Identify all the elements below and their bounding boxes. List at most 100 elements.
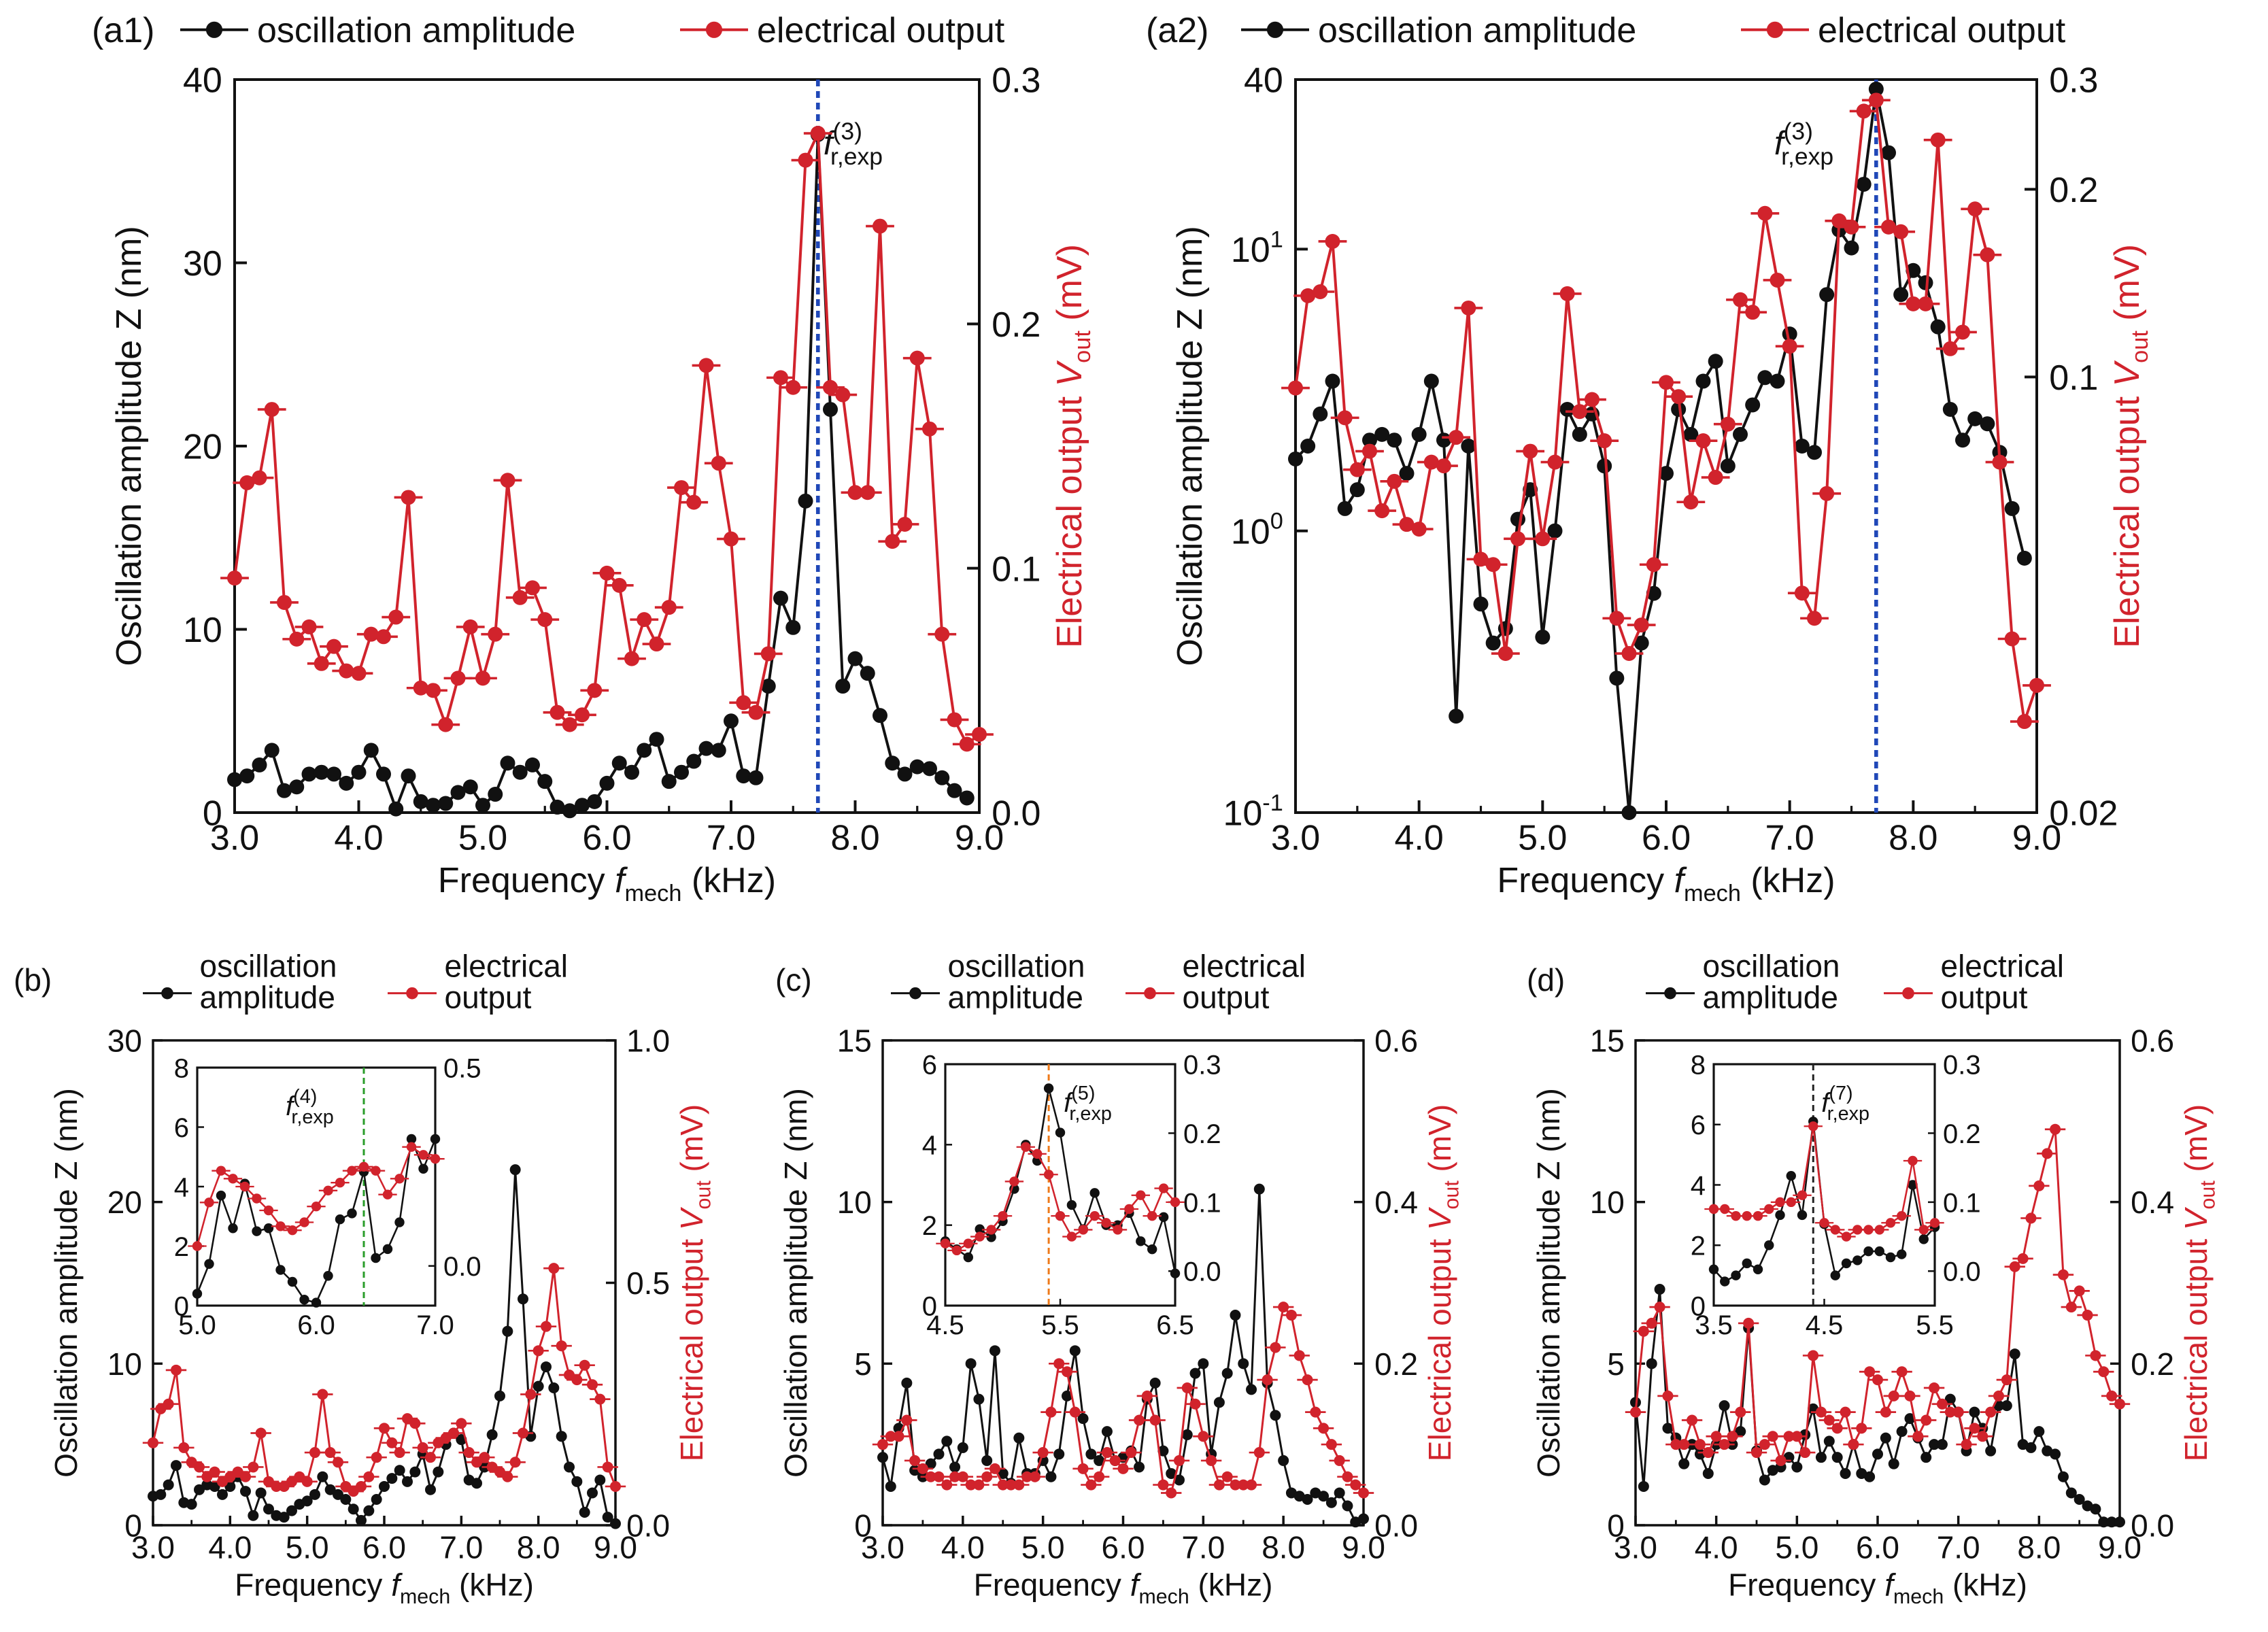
amplitude-point xyxy=(1166,1467,1177,1479)
inset-electrical-point xyxy=(311,1201,322,1212)
electrical-point xyxy=(1638,1325,1649,1337)
amplitude-point xyxy=(532,1380,544,1392)
electrical-point xyxy=(1985,1406,1997,1418)
inset-amplitude-point xyxy=(1918,1234,1929,1244)
amplitude-point xyxy=(599,775,615,791)
electrical-point xyxy=(562,717,577,732)
electrical-point xyxy=(637,612,652,628)
electrical-point xyxy=(1759,1439,1770,1450)
x-tick-label: 5.0 xyxy=(1775,1529,1818,1565)
amplitude-point xyxy=(1831,1452,1843,1463)
y-left-tick-label: 10-1 xyxy=(1223,790,1283,834)
amplitude-point xyxy=(1930,319,1946,335)
amplitude-point xyxy=(594,1474,606,1486)
amplitude-point xyxy=(1149,1377,1161,1389)
amplitude-point xyxy=(1694,1448,1706,1460)
amplitude-point xyxy=(255,1487,267,1499)
inset-amplitude-point xyxy=(299,1295,309,1305)
amplitude-point xyxy=(163,1479,174,1491)
amplitude-point xyxy=(2090,1503,2101,1515)
electrical-point xyxy=(1559,286,1575,301)
inset-electrical-point xyxy=(275,1221,286,1231)
electrical-point xyxy=(2017,1253,2029,1264)
electrical-point xyxy=(1350,1479,1361,1491)
electrical-point xyxy=(1094,1471,1105,1482)
panel-d: 3.0 4.0 5.0 6.0 7.0 8.0 9.0 0 5 10 15 0.0 0.2 0.4 0.6 F… xyxy=(1527,948,2220,1608)
inset-amplitude-point xyxy=(1720,1276,1730,1287)
electrical-point xyxy=(1904,1390,1916,1401)
inset-electrical-point xyxy=(1043,1170,1054,1180)
amplitude-legend-label: oscillation xyxy=(1703,948,1840,983)
inset-electrical-point xyxy=(1775,1197,1785,1208)
inset-amplitude-point xyxy=(406,1134,417,1144)
x-tick-label: 7.0 xyxy=(707,819,756,858)
y-right-tick-label: 0.0 xyxy=(2131,1508,2174,1544)
inset-y-left-tick-label: 4 xyxy=(174,1172,189,1202)
x-tick-label: 8.0 xyxy=(2017,1529,2061,1565)
inset-x-tick-label: 4.5 xyxy=(926,1310,964,1340)
x-tick-label: 8.0 xyxy=(830,819,879,858)
amplitude-point xyxy=(278,1512,290,1523)
electrical-point xyxy=(479,1452,490,1463)
electrical-point xyxy=(248,1461,259,1473)
electrical-point xyxy=(760,646,776,662)
amplitude-point xyxy=(426,798,441,813)
amplitude-point xyxy=(1337,500,1353,516)
inset-amplitude-point xyxy=(963,1252,974,1263)
inset-amplitude-point xyxy=(1731,1270,1741,1280)
inset-electrical-point xyxy=(1731,1210,1741,1221)
electrical-point xyxy=(1936,1398,1948,1410)
electrical-legend-label: electrical output xyxy=(1818,11,2066,50)
amplitude-point xyxy=(1819,287,1835,303)
amplitude-point xyxy=(724,713,739,729)
amplitude-point xyxy=(488,787,503,802)
y-right-tick-label: 0.5 xyxy=(626,1265,670,1301)
inset-y-left-tick-label: 6 xyxy=(174,1113,189,1143)
y-right-tick-label: 0.4 xyxy=(1374,1185,1418,1220)
electrical-point xyxy=(1288,380,1303,396)
electrical-point xyxy=(227,571,242,586)
y-left-tick-label: 100 xyxy=(1231,509,1283,552)
electrical-point xyxy=(1969,1423,1980,1434)
electrical-point xyxy=(1270,1342,1281,1353)
amplitude-point xyxy=(2033,1426,2045,1438)
electrical-point xyxy=(548,1263,560,1274)
inset-amplitude-point xyxy=(1708,1264,1719,1274)
amplitude-point xyxy=(624,764,639,780)
electrical-point xyxy=(1727,1431,1738,1442)
amplitude-point xyxy=(637,743,652,758)
amplitude-point xyxy=(1807,445,1822,460)
amplitude-point xyxy=(1720,458,1736,474)
y-right-tick-label: 0.0 xyxy=(1374,1508,1418,1544)
electrical-point xyxy=(674,480,689,496)
amplitude-point xyxy=(736,768,751,784)
x-tick-label: 7.0 xyxy=(1181,1529,1225,1565)
inset-electrical-point xyxy=(228,1174,238,1184)
electrical-point xyxy=(1497,646,1513,662)
electrical-point xyxy=(1278,1302,1289,1313)
electrical-point xyxy=(711,456,726,471)
amplitude-point xyxy=(649,732,664,747)
amplitude-point xyxy=(1411,426,1427,442)
amplitude-point xyxy=(1461,439,1476,454)
inset-amplitude-point xyxy=(275,1265,286,1275)
inset-amplitude-point xyxy=(1897,1249,1907,1259)
electrical-point xyxy=(1799,1447,1811,1459)
inset-electrical-point xyxy=(963,1238,974,1248)
electrical-legend-marker xyxy=(1144,987,1156,1000)
electrical-point xyxy=(1101,1447,1113,1459)
amplitude-point xyxy=(1967,411,1983,426)
y-right-tick-label: 0.0 xyxy=(992,794,1040,834)
electrical-point xyxy=(289,631,305,647)
inset-b: 5.0 6.0 7.0 0 2 4 6 8 0.0 0.5 f(4) r,exp xyxy=(174,1053,481,1340)
amplitude-point xyxy=(475,798,490,813)
inset-electrical-point xyxy=(940,1238,951,1248)
y-right-tick-label: 0.2 xyxy=(992,305,1040,345)
inset-y-left-tick-label: 0 xyxy=(1691,1291,1706,1321)
inset-c: 4.5 5.5 6.5 0 2 4 6 0.0 0.1 0.2 0.3 f(5) r,exp xyxy=(922,1050,1221,1340)
y-right-tick-label: 0.2 xyxy=(1374,1346,1418,1382)
amplitude-point xyxy=(1302,1493,1313,1505)
electrical-point xyxy=(1387,473,1402,489)
inset-y-left-tick-label: 8 xyxy=(174,1053,189,1083)
x-tick-label: 6.0 xyxy=(582,819,631,858)
